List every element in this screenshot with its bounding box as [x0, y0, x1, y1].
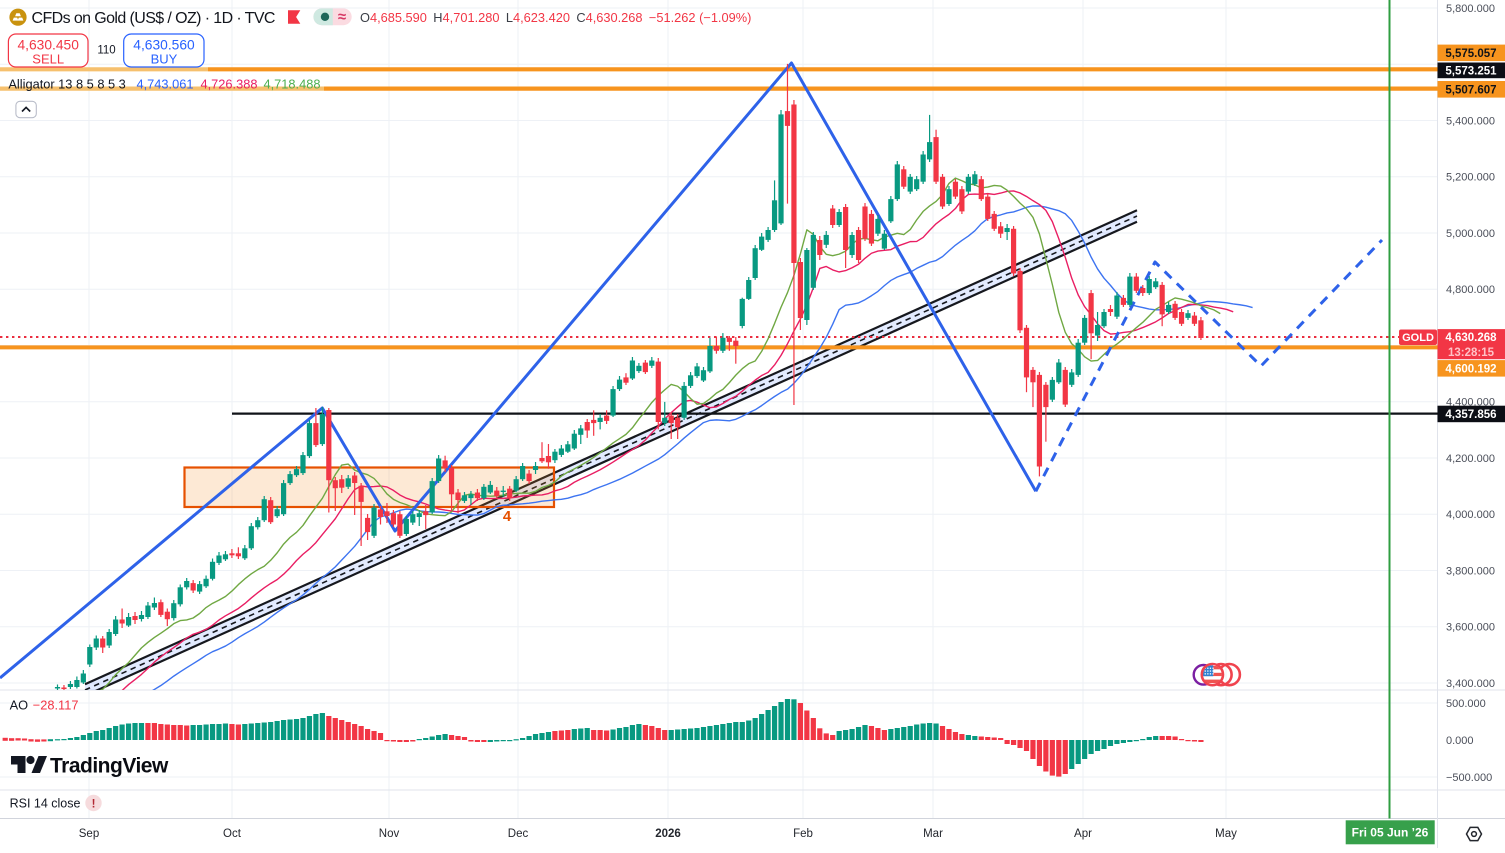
svg-text:0.000: 0.000	[1446, 735, 1474, 747]
svg-text:4,718.488: 4,718.488	[264, 77, 321, 92]
svg-text:≈: ≈	[338, 9, 346, 26]
svg-text:Nov: Nov	[379, 828, 400, 840]
svg-text:O4,685.590 H4,701.280 L4,623.4: O4,685.590 H4,701.280 L4,623.420 C4,630.…	[360, 10, 751, 25]
svg-text:Apr: Apr	[1074, 828, 1092, 840]
svg-text:Oct: Oct	[223, 828, 242, 840]
svg-text:3,800.000: 3,800.000	[1446, 565, 1495, 577]
svg-text:4: 4	[503, 508, 512, 525]
svg-text:Sep: Sep	[79, 828, 99, 840]
svg-text:SELL: SELL	[32, 52, 64, 67]
svg-text:GOLD: GOLD	[1402, 332, 1434, 344]
svg-text:4,200.000: 4,200.000	[1446, 453, 1495, 465]
svg-text:Fri 05 Jun ’26: Fri 05 Jun ’26	[1352, 826, 1429, 840]
svg-text:Mar: Mar	[923, 828, 943, 840]
svg-text:4,630.268: 4,630.268	[1445, 332, 1497, 344]
svg-text:RSI 14 close: RSI 14 close	[10, 797, 81, 811]
svg-text:2026: 2026	[655, 828, 681, 840]
svg-text:13:28:15: 13:28:15	[1448, 347, 1495, 359]
svg-text:500.000: 500.000	[1446, 698, 1486, 710]
svg-text:BUY: BUY	[151, 52, 178, 67]
svg-text:5,800.000: 5,800.000	[1446, 3, 1495, 15]
svg-text:4,726.388: 4,726.388	[201, 77, 258, 92]
svg-text:3,600.000: 3,600.000	[1446, 622, 1495, 634]
svg-text:4,800.000: 4,800.000	[1446, 284, 1495, 296]
svg-text:4,000.000: 4,000.000	[1446, 509, 1495, 521]
svg-text:Alligator 13 8 5 8 5 3: Alligator 13 8 5 8 5 3	[8, 77, 125, 92]
svg-text:AO: AO	[10, 698, 29, 713]
svg-text:5,507.607: 5,507.607	[1445, 84, 1496, 96]
svg-text:May: May	[1215, 828, 1237, 840]
svg-text:5,573.251: 5,573.251	[1445, 65, 1497, 77]
svg-text:4,600.192: 4,600.192	[1445, 363, 1496, 375]
svg-text:−500.000: −500.000	[1446, 772, 1492, 784]
svg-text:Feb: Feb	[793, 828, 813, 840]
svg-text:CFDs on Gold (US$ / OZ) · 1D ·: CFDs on Gold (US$ / OZ) · 1D · TVC	[32, 10, 275, 27]
svg-text:5,575.057: 5,575.057	[1445, 48, 1496, 60]
svg-text:4,357.856: 4,357.856	[1445, 409, 1496, 421]
svg-text:110: 110	[97, 45, 115, 57]
svg-text:Dec: Dec	[508, 828, 529, 840]
svg-text:TradingView: TradingView	[50, 755, 169, 778]
svg-text:3,400.000: 3,400.000	[1446, 678, 1495, 690]
svg-text:5,400.000: 5,400.000	[1446, 115, 1495, 127]
svg-text:4,630.450: 4,630.450	[18, 38, 80, 53]
svg-text:4,630.560: 4,630.560	[133, 38, 195, 53]
svg-text:−28.117: −28.117	[33, 698, 79, 713]
svg-text:!: !	[92, 798, 96, 810]
svg-text:5,000.000: 5,000.000	[1446, 228, 1495, 240]
svg-text:5,200.000: 5,200.000	[1446, 172, 1495, 184]
svg-text:4,743.061: 4,743.061	[137, 77, 194, 92]
